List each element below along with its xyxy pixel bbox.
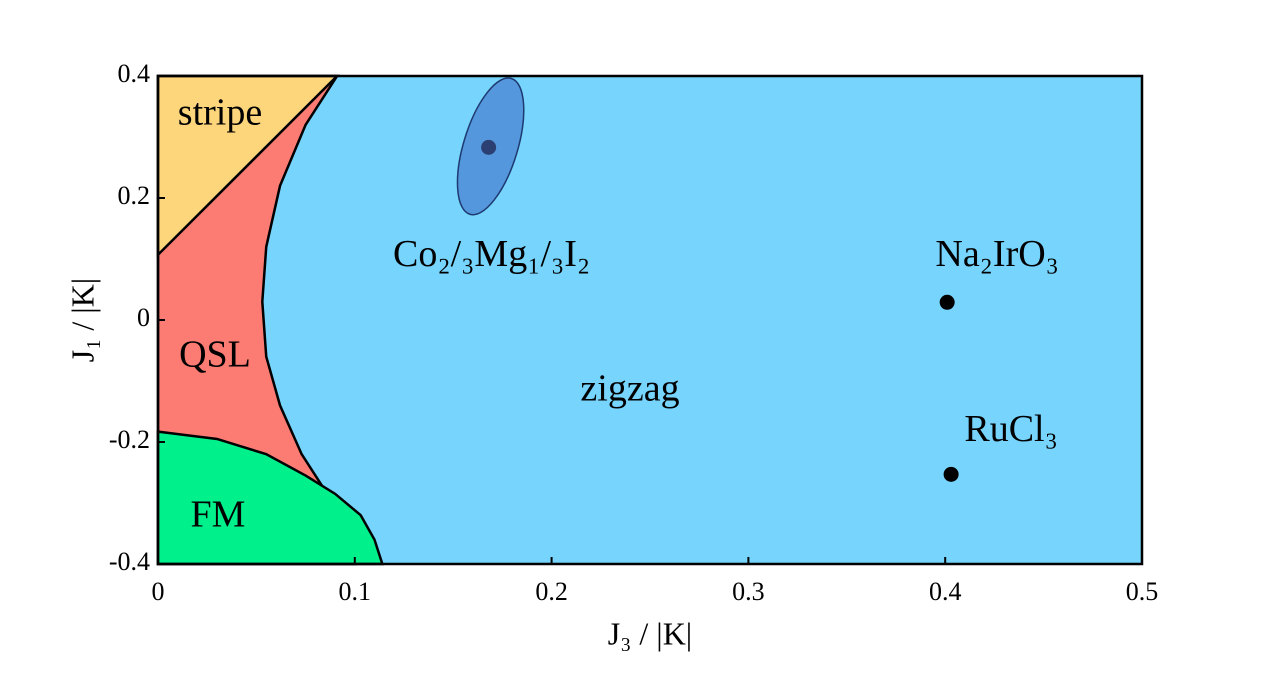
x-axis-label: J₃ / |K| [608, 615, 692, 651]
y-tick-label: 0.2 [118, 181, 151, 210]
region-label: stripe [178, 92, 262, 134]
y-tick-label: 0 [137, 303, 150, 332]
y-tick-label: 0.4 [118, 59, 151, 88]
data-point [481, 139, 497, 155]
x-tick-label: 0.1 [339, 577, 372, 606]
y-axis-label: J₁ / |K| [64, 278, 100, 362]
point-label: Na₂IrO₃ [935, 233, 1059, 275]
x-tick-label: 0.4 [929, 577, 962, 606]
data-point [943, 466, 959, 482]
x-tick-label: 0.3 [732, 577, 765, 606]
x-tick-label: 0.2 [535, 577, 568, 606]
x-tick-label: 0.5 [1126, 577, 1159, 606]
region-label: QSL [179, 334, 251, 376]
region-label: FM [191, 494, 246, 536]
point-label: RuCl₃ [964, 408, 1058, 450]
y-tick-label: -0.4 [109, 547, 150, 576]
data-point [939, 294, 955, 310]
region-zigzag [158, 76, 1142, 564]
region-label: zigzag [580, 368, 679, 410]
point-label: Co₂/₃Mg₁/₃I₂ [393, 233, 590, 275]
x-tick-label: 0 [152, 577, 165, 606]
y-tick-label: -0.2 [109, 425, 150, 454]
